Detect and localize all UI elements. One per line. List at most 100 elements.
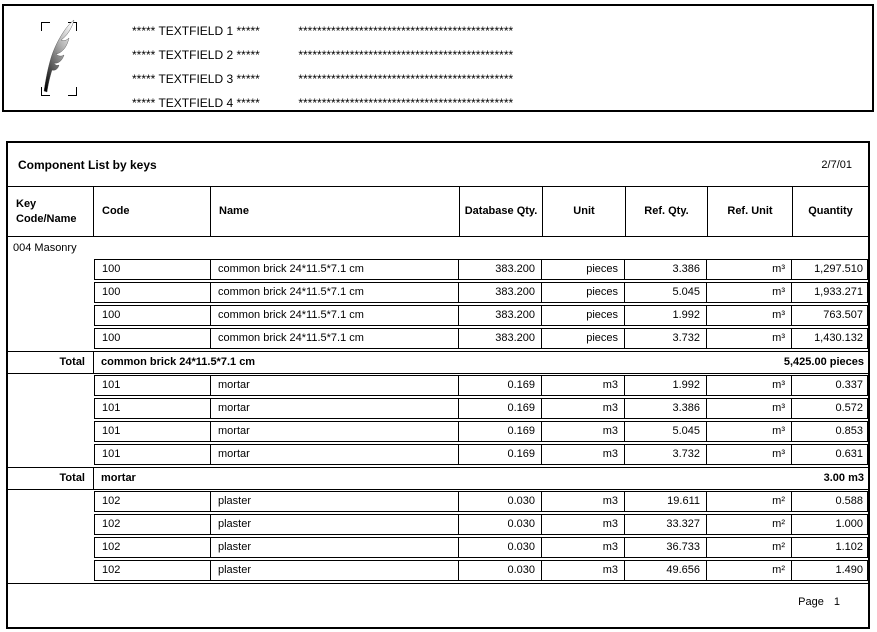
report-title: Component List by keys bbox=[18, 158, 157, 172]
cell-ref-unit: m² bbox=[707, 515, 792, 534]
table-row: 100 common brick 24*11.5*7.1 cm 383.200 pie… bbox=[94, 282, 868, 303]
cell-ref-qty: 3.732 bbox=[625, 329, 707, 348]
crop-mark-bottom-left bbox=[41, 87, 50, 96]
cell-ref-unit: m² bbox=[707, 538, 792, 557]
cell-unit: pieces bbox=[542, 283, 625, 302]
column-header-quantity: Quantity bbox=[808, 205, 853, 217]
total-name: mortar bbox=[101, 472, 136, 484]
cell-name: plaster bbox=[211, 515, 459, 534]
cell-quantity: 1,933.271 bbox=[814, 286, 863, 298]
report-title-bar: Component List by keys 2/7/01 bbox=[8, 143, 868, 187]
cell-database-qty: 0.030 bbox=[459, 538, 542, 557]
report-page: Component List by keys 2/7/01 Key Code/N… bbox=[6, 141, 870, 629]
total-value: 5,425.00 pieces bbox=[783, 356, 864, 368]
textfield-label: ***** TEXTFIELD 1 ***** bbox=[132, 24, 260, 38]
total-row: Total common brick 24*11.5*7.1 cm 5,425.00… bbox=[8, 351, 868, 374]
textfield-value: ****************************************… bbox=[298, 96, 514, 110]
cell-code: 102 bbox=[95, 538, 211, 557]
cell-unit: pieces bbox=[542, 329, 625, 348]
cell-unit: m3 bbox=[542, 492, 625, 511]
cell-database-qty: 0.030 bbox=[459, 515, 542, 534]
crop-mark-top-left bbox=[41, 22, 50, 31]
table-row: 102 plaster 0.030 m3 33.327 m² 1.000 bbox=[94, 514, 868, 535]
letterhead-row: ***** TEXTFIELD 2 ***** ****************… bbox=[132, 48, 513, 63]
column-header-key-line2: Code/Name bbox=[16, 212, 77, 225]
column-header-ref-qty: Ref. Qty. bbox=[626, 187, 708, 236]
feather-icon bbox=[41, 19, 77, 96]
cell-database-qty: 0.030 bbox=[459, 561, 542, 580]
cell-quantity: 0.337 bbox=[835, 379, 863, 391]
textfield-value: ****************************************… bbox=[298, 24, 514, 38]
cell-database-qty: 383.200 bbox=[459, 283, 542, 302]
cell-quantity: 0.853 bbox=[835, 425, 863, 437]
cell-code: 102 bbox=[95, 515, 211, 534]
cell-name: plaster bbox=[211, 561, 459, 580]
table-body: 100 common brick 24*11.5*7.1 cm 383.200 pie… bbox=[8, 259, 868, 581]
total-label: Total bbox=[8, 468, 94, 489]
cell-code: 101 bbox=[95, 422, 211, 441]
column-header-ref-unit: Ref. Unit bbox=[708, 187, 793, 236]
cell-unit: m3 bbox=[542, 515, 625, 534]
group-header-row: 004 Masonry bbox=[13, 242, 77, 254]
cell-code: 102 bbox=[95, 561, 211, 580]
table-row: 102 plaster 0.030 m3 49.656 m² 1.490 bbox=[94, 560, 868, 581]
cell-ref-unit: m³ bbox=[707, 376, 792, 395]
cell-quantity: 0.588 bbox=[835, 495, 863, 507]
cell-quantity: 1,430.132 bbox=[814, 332, 863, 344]
cell-unit: m3 bbox=[542, 445, 625, 464]
cell-ref-qty: 1.992 bbox=[625, 376, 707, 395]
table-row: 101 mortar 0.169 m3 1.992 m³ 0.337 bbox=[94, 375, 868, 396]
page-number: 1 bbox=[833, 596, 840, 608]
cell-name: common brick 24*11.5*7.1 cm bbox=[211, 329, 459, 348]
cell-code: 101 bbox=[95, 376, 211, 395]
report-date: 2/7/01 bbox=[821, 159, 852, 171]
cell-name: plaster bbox=[211, 492, 459, 511]
cell-unit: pieces bbox=[542, 306, 625, 325]
cell-ref-qty: 1.992 bbox=[625, 306, 707, 325]
cell-code: 100 bbox=[95, 306, 211, 325]
letterhead-row: ***** TEXTFIELD 1 ***** ****************… bbox=[132, 24, 513, 39]
column-header-database-qty: Database Qty. bbox=[460, 187, 543, 236]
cell-database-qty: 0.169 bbox=[459, 445, 542, 464]
crop-mark-bottom-right bbox=[68, 87, 77, 96]
cell-quantity: 1.490 bbox=[835, 564, 863, 576]
cell-quantity: 1.000 bbox=[835, 518, 863, 530]
page-indicator: Page 1 bbox=[798, 596, 840, 608]
cell-ref-qty: 5.045 bbox=[625, 422, 707, 441]
cell-name: common brick 24*11.5*7.1 cm bbox=[211, 283, 459, 302]
cell-unit: m3 bbox=[542, 422, 625, 441]
cell-ref-qty: 3.732 bbox=[625, 445, 707, 464]
cell-code: 102 bbox=[95, 492, 211, 511]
column-header-code: Code bbox=[94, 187, 211, 236]
total-body: common brick 24*11.5*7.1 cm 5,425.00 piec… bbox=[94, 352, 868, 373]
cell-database-qty: 383.200 bbox=[459, 329, 542, 348]
letterhead-row: ***** TEXTFIELD 4 ***** ****************… bbox=[132, 96, 513, 111]
cell-database-qty: 383.200 bbox=[459, 306, 542, 325]
page-footer: Page 1 bbox=[8, 583, 868, 627]
cell-database-qty: 0.030 bbox=[459, 492, 542, 511]
cell-unit: m3 bbox=[542, 538, 625, 557]
cell-database-qty: 0.169 bbox=[459, 422, 542, 441]
total-body: mortar 3.00 m3 bbox=[94, 468, 868, 489]
cell-ref-qty: 5.045 bbox=[625, 283, 707, 302]
textfield-label: ***** TEXTFIELD 4 ***** bbox=[132, 96, 260, 110]
column-header-unit: Unit bbox=[543, 187, 626, 236]
table-row: 102 plaster 0.030 m3 36.733 m² 1.102 bbox=[94, 537, 868, 558]
cell-quantity: 1,297.510 bbox=[814, 263, 863, 275]
cell-name: mortar bbox=[211, 399, 459, 418]
table-row: 101 mortar 0.169 m3 3.732 m³ 0.631 bbox=[94, 444, 868, 465]
cell-ref-unit: m³ bbox=[707, 399, 792, 418]
cell-quantity: 763.507 bbox=[823, 309, 863, 321]
cell-ref-qty: 33.327 bbox=[625, 515, 707, 534]
table-row: 101 mortar 0.169 m3 3.386 m³ 0.572 bbox=[94, 398, 868, 419]
cell-database-qty: 0.169 bbox=[459, 376, 542, 395]
cell-name: common brick 24*11.5*7.1 cm bbox=[211, 260, 459, 279]
cell-ref-qty: 49.656 bbox=[625, 561, 707, 580]
cell-ref-qty: 36.733 bbox=[625, 538, 707, 557]
cell-ref-unit: m² bbox=[707, 561, 792, 580]
column-header-key-line1: Key bbox=[16, 197, 37, 210]
cell-ref-unit: m³ bbox=[707, 260, 792, 279]
cell-code: 101 bbox=[95, 399, 211, 418]
cell-ref-unit: m² bbox=[707, 492, 792, 511]
cell-unit: m3 bbox=[542, 561, 625, 580]
